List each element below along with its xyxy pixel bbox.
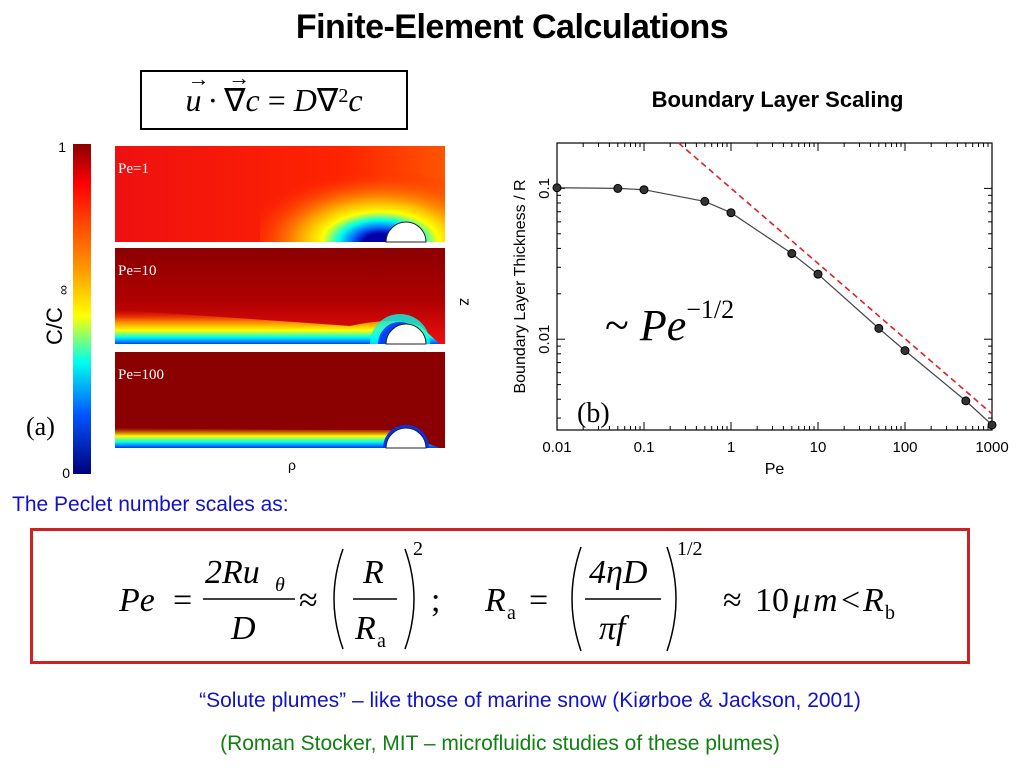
- page-title: Finite-Element Calculations: [295, 8, 729, 46]
- panel-a-concentration-maps: 1 0 C/C ∞ Pe=1 Pe=10 Pe=100 ρ z (a): [26, 139, 473, 480]
- data-point: [700, 196, 710, 206]
- f-num1: 2Ru: [205, 554, 260, 591]
- f-pow1: 2: [413, 538, 423, 560]
- note-solute-plumes: “Solute plumes” – like those of marine s…: [199, 689, 861, 712]
- f-R: R: [362, 554, 384, 591]
- f-ra2-sub: a: [507, 602, 516, 624]
- map-label-pe-10: Pe=10: [118, 263, 156, 279]
- data-point: [961, 396, 971, 406]
- y-tick-label: 0.1: [536, 178, 553, 199]
- map-label-pe-1: Pe=1: [118, 161, 149, 177]
- data-point: [552, 183, 562, 193]
- eq-dot: ·: [207, 81, 219, 118]
- x-tick-label: 10: [810, 439, 827, 456]
- f-mu: μ: [792, 582, 810, 619]
- data-point: [787, 249, 797, 259]
- f-rb-r: R: [862, 582, 884, 619]
- eq-nabla2: ∇: [316, 82, 339, 118]
- data-point: [987, 420, 997, 430]
- f-m: m: [813, 582, 838, 619]
- f-ra-r: R: [354, 610, 376, 647]
- f-approx1: ≈: [299, 582, 318, 619]
- f-eq2: =: [529, 582, 548, 619]
- f-lt: <: [841, 582, 860, 619]
- scaling-annotation: ~ Pe−1/2: [605, 295, 734, 351]
- data-point: [639, 185, 649, 195]
- scaling-tilde: ~: [605, 301, 629, 350]
- data-point: [813, 269, 823, 279]
- eq-c: c: [245, 81, 260, 118]
- svg-text:C/C: C/C: [42, 307, 67, 345]
- scaling-pe: Pe: [639, 301, 687, 350]
- rho-axis-label: ρ: [288, 457, 296, 473]
- colorbar-min-label: 0: [62, 465, 70, 480]
- map-pe-1: Pe=1: [115, 146, 445, 243]
- u-vector: → u: [185, 65, 210, 118]
- peclet-formula: Pe = 2Ru θ D ≈ R R a 2 ; R a = 4ηD πf 1/…: [118, 538, 895, 652]
- data-point: [613, 183, 623, 193]
- peclet-intro: The Peclet number scales as:: [12, 493, 289, 516]
- f-ra2-r: R: [484, 582, 506, 619]
- note-roman-stocker: (Roman Stocker, MIT – microfluidic studi…: [220, 732, 780, 755]
- plot-frame: [556, 142, 993, 431]
- peclet-formula-box: Pe = 2Ru θ D ≈ R R a 2 ; R a = 4ηD πf 1/…: [30, 528, 970, 664]
- colorbar-max-label: 1: [58, 139, 66, 155]
- colorbar-axis-label: C/C ∞: [42, 285, 71, 345]
- x-tick-label: 100: [892, 439, 917, 456]
- f-ten: 10: [755, 582, 789, 619]
- panel-b-label: (b): [577, 398, 610, 429]
- f-den2: πf: [599, 610, 630, 647]
- z-axis-label: z: [456, 298, 473, 306]
- scaling-exponent: −1/2: [686, 295, 735, 325]
- nabla-vector: → ∇: [224, 65, 251, 118]
- f-pe: Pe: [118, 582, 155, 619]
- f-num2: 4ηD: [589, 554, 648, 591]
- x-tick-label: 0.01: [542, 439, 571, 456]
- x-axis-label: Pe: [765, 461, 785, 478]
- colorbar: [73, 144, 91, 474]
- eq-equals: =: [267, 81, 286, 118]
- data-point: [874, 323, 884, 333]
- colorbar-infinity: ∞: [55, 285, 71, 295]
- f-semicolon: ;: [431, 582, 440, 619]
- chart-title: Boundary Layer Scaling: [651, 87, 904, 112]
- eq-nabla: ∇: [224, 82, 246, 118]
- scaling-guide-line: [678, 142, 993, 415]
- y-axis-label: Boundary Layer Thickness / R: [512, 179, 529, 393]
- eq-square: 2: [338, 84, 349, 107]
- map-pe-10: Pe=10: [115, 248, 445, 345]
- x-tick-label: 1000: [975, 439, 1008, 456]
- data-point: [900, 346, 910, 356]
- f-approx2: ≈: [723, 582, 742, 619]
- map-pe-100: Pe=100: [115, 352, 445, 449]
- eq-u: u: [185, 81, 202, 118]
- f-eq1: =: [173, 582, 192, 619]
- panel-a-label: (a): [26, 412, 55, 441]
- map-label-pe-100: Pe=100: [118, 367, 164, 383]
- eq-D: D: [293, 81, 317, 118]
- panel-b-chart: 0.01 0.1 1 10 100 1000 0.01 0.1 Pe Boundary Layer…: [512, 142, 1009, 478]
- f-ra-sub: a: [377, 630, 386, 652]
- advection-diffusion-equation: → u · → ∇ c = D ∇ 2 c: [140, 65, 408, 130]
- f-den1: D: [230, 610, 256, 647]
- f-pow2: 1/2: [677, 538, 703, 560]
- data-point: [726, 208, 736, 218]
- y-tick-label: 0.01: [536, 325, 553, 354]
- x-tick-label: 1: [727, 439, 735, 456]
- f-rb-sub: b: [885, 602, 895, 624]
- eq-c2: c: [348, 81, 363, 118]
- f-num1-sub: θ: [275, 574, 285, 596]
- x-tick-label: 0.1: [634, 439, 655, 456]
